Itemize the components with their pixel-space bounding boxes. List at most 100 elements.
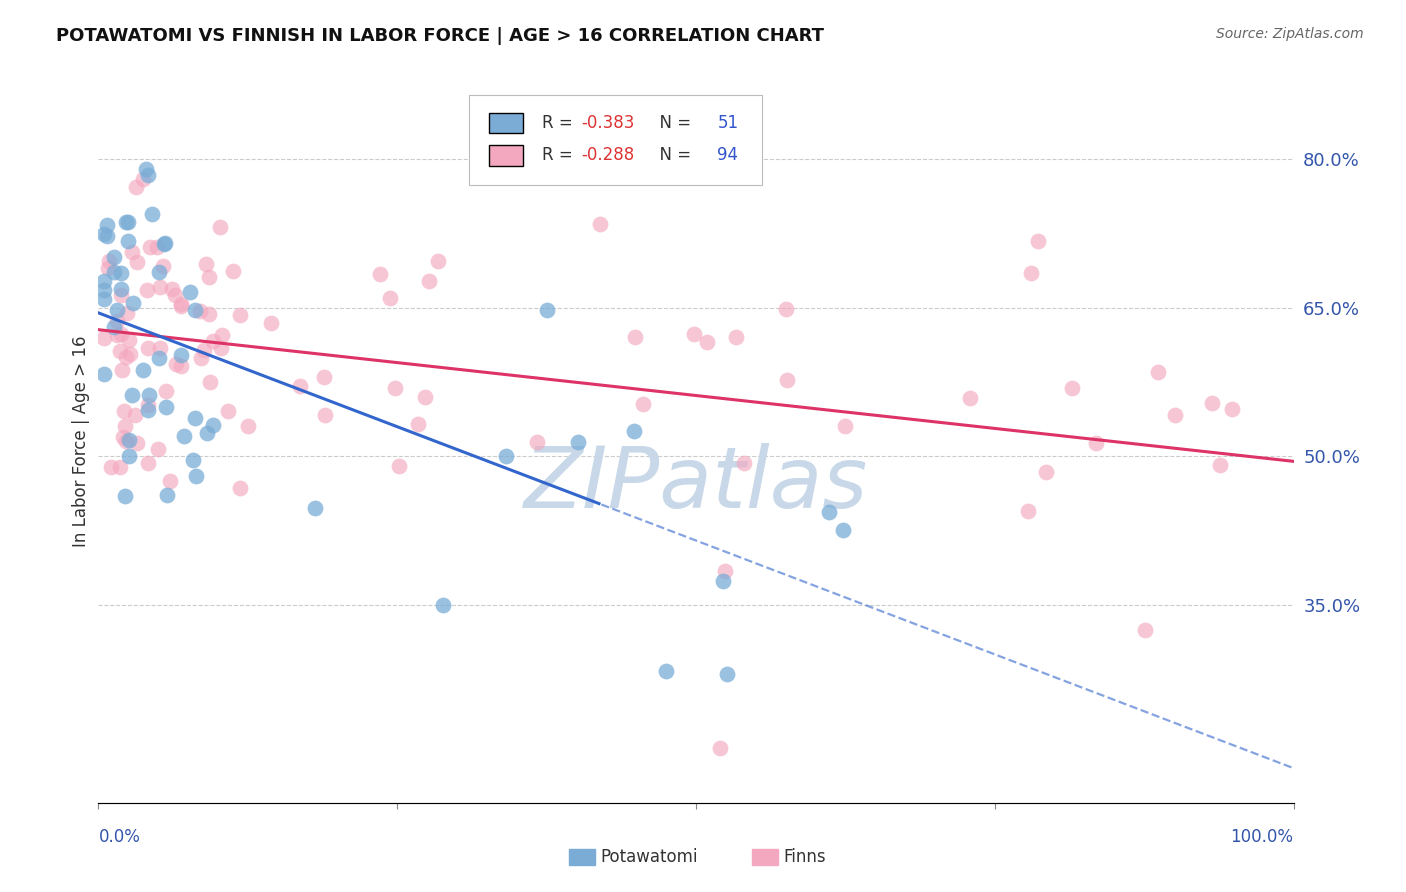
Point [114, 418, 136, 433]
FancyBboxPatch shape [470, 95, 762, 185]
Point [156, 488, 179, 502]
Point [222, 263, 245, 277]
Point [716, 666, 738, 681]
Point [711, 574, 734, 589]
Text: 94: 94 [717, 146, 738, 164]
Point [696, 334, 718, 349]
Point [198, 375, 221, 389]
Point [776, 373, 799, 387]
Point [173, 428, 195, 442]
Point [136, 169, 159, 183]
Point [152, 237, 174, 252]
Text: ZIPatlas: ZIPatlas [524, 443, 868, 526]
Point [1222, 402, 1244, 417]
Point [105, 328, 128, 343]
Point [105, 303, 128, 318]
Point [141, 207, 163, 221]
Point [118, 433, 141, 447]
Point [195, 257, 218, 271]
Point [136, 398, 159, 412]
Point [124, 408, 146, 422]
Point [1085, 436, 1108, 450]
Point [388, 459, 411, 474]
Point [100, 460, 122, 475]
Point [195, 426, 218, 441]
Point [155, 384, 177, 399]
FancyBboxPatch shape [489, 145, 523, 166]
Point [682, 327, 704, 342]
Point [127, 255, 149, 269]
Point [114, 489, 136, 503]
Point [631, 397, 654, 411]
Point [378, 291, 401, 305]
Point [98, 254, 121, 268]
Point [623, 425, 645, 439]
Point [136, 403, 159, 417]
Point [733, 457, 755, 471]
Point [110, 326, 132, 341]
Point [149, 279, 172, 293]
Point [655, 664, 678, 678]
Point [165, 357, 187, 371]
Point [110, 363, 132, 377]
Point [117, 235, 139, 249]
Point [138, 388, 160, 402]
Point [209, 341, 232, 355]
FancyBboxPatch shape [489, 112, 523, 133]
Point [495, 449, 517, 463]
Point [146, 442, 169, 457]
Point [184, 410, 207, 425]
Point [834, 419, 856, 434]
Point [115, 306, 138, 320]
Point [1019, 266, 1042, 280]
Point [526, 435, 548, 450]
Point [110, 343, 132, 358]
Text: Source: ZipAtlas.com: Source: ZipAtlas.com [1216, 27, 1364, 41]
Text: 100.0%: 100.0% [1230, 828, 1294, 846]
Point [103, 319, 125, 334]
Point [93, 367, 115, 381]
Point [160, 282, 183, 296]
Point [208, 219, 231, 234]
Point [110, 459, 132, 474]
Point [198, 269, 221, 284]
Point [197, 307, 219, 321]
Point [288, 379, 311, 393]
Point [567, 434, 589, 449]
Text: 0.0%: 0.0% [98, 828, 141, 846]
Point [117, 214, 139, 228]
Point [201, 418, 224, 433]
Point [589, 217, 612, 231]
Point [1201, 396, 1223, 410]
Point [432, 598, 454, 612]
Point [146, 240, 169, 254]
Point [1135, 624, 1157, 638]
Point [105, 313, 128, 327]
Point [188, 304, 211, 318]
Text: R =: R = [541, 146, 578, 164]
Text: POTAWATOMI VS FINNISH IN LABOR FORCE | AGE > 16 CORRELATION CHART: POTAWATOMI VS FINNISH IN LABOR FORCE | A… [56, 27, 824, 45]
Point [111, 430, 134, 444]
Point [724, 330, 747, 344]
Point [103, 264, 125, 278]
Point [384, 382, 406, 396]
Point [236, 419, 259, 434]
Point [121, 244, 143, 259]
Point [406, 417, 429, 432]
Point [1035, 465, 1057, 479]
Point [709, 741, 731, 756]
Point [121, 388, 143, 402]
Point [155, 235, 177, 250]
Point [148, 265, 170, 279]
Point [775, 301, 797, 316]
Text: Finns: Finns [783, 848, 825, 866]
Point [1164, 408, 1187, 422]
Point [120, 347, 142, 361]
Point [184, 302, 207, 317]
Point [169, 359, 191, 373]
Text: -0.288: -0.288 [581, 146, 634, 164]
Point [96, 228, 118, 243]
Point [97, 261, 120, 276]
Point [368, 267, 391, 281]
Point [415, 390, 437, 404]
